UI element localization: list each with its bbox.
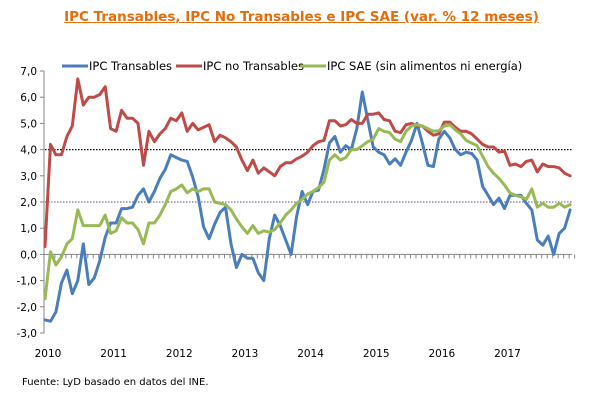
y-tick-label: -1,0	[17, 276, 38, 288]
y-tick-label: -3,0	[17, 328, 38, 340]
source-note: Fuente: LyD basado en datos del INE.	[22, 377, 209, 388]
x-tick-label: 2010	[35, 348, 62, 360]
legend-label: IPC Transables	[89, 59, 172, 73]
y-tick-label: 7,0	[20, 66, 37, 78]
chart-title: IPC Transables, IPC No Transables e IPC …	[64, 9, 539, 25]
x-tick-label: 2011	[100, 348, 127, 360]
y-tick-label: 4,0	[20, 145, 37, 157]
y-tick-label: 2,0	[20, 197, 37, 209]
series-lines	[43, 77, 572, 323]
x-tick-label: 2016	[428, 348, 455, 360]
series-line-ipc-sae-sin-alimentos-ni-energ-a	[43, 123, 572, 301]
x-tick-label: 2012	[166, 348, 193, 360]
y-ticks: 7,0 6,0 5,0 4,0 3,0 2,0 1,0 0,0 -1,0 -2,0 -3,0	[17, 66, 44, 340]
series-line-ipc-no-transables	[43, 77, 572, 248]
y-tick-label: 1,0	[20, 223, 37, 235]
y-tick-label: 0,0	[20, 249, 37, 261]
y-tick-label: 5,0	[20, 118, 37, 130]
legend-label: IPC no Transables	[203, 59, 304, 73]
x-tick-label: 2014	[297, 348, 324, 360]
x-tick-label: 2017	[494, 348, 521, 360]
x-tick-label: 2015	[363, 348, 390, 360]
legend: IPC Transables IPC no Transables IPC SAE (…	[62, 59, 522, 73]
legend-label: IPC SAE (sin alimentos ni energía)	[327, 59, 522, 73]
y-tick-label: 6,0	[20, 92, 37, 104]
x-ticks: 2010 2011 2012 2013 2014 2015 2016 2017	[35, 254, 576, 360]
x-tick-label: 2013	[232, 348, 259, 360]
reference-lines	[45, 149, 573, 203]
series-line-ipc-transables	[43, 90, 572, 323]
y-tick-label: -2,0	[17, 302, 38, 314]
y-tick-label: 3,0	[20, 171, 37, 183]
